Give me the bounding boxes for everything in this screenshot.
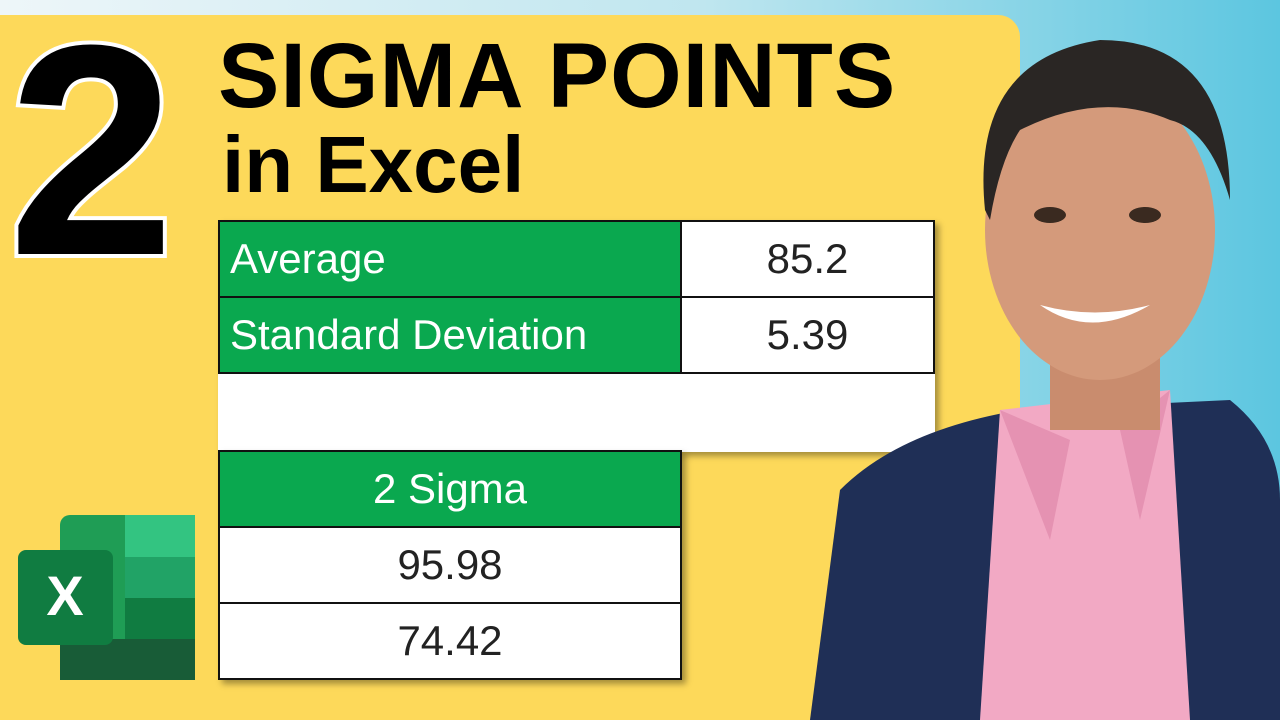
subtitle: in Excel bbox=[222, 120, 525, 209]
excel-icon: X bbox=[18, 515, 195, 680]
header-cell: 2 Sigma bbox=[218, 450, 682, 528]
label-cell: Standard Deviation bbox=[218, 296, 682, 374]
value-cell: 5.39 bbox=[680, 296, 935, 374]
title: SIGMA POINTS bbox=[218, 25, 897, 127]
presenter-photo bbox=[810, 40, 1280, 720]
big-number: 2 bbox=[4, 0, 179, 318]
value-cell: 95.98 bbox=[218, 526, 682, 604]
icon-label: X bbox=[46, 564, 83, 627]
value-cell: 74.42 bbox=[218, 602, 682, 680]
label-cell: Average bbox=[218, 220, 682, 298]
